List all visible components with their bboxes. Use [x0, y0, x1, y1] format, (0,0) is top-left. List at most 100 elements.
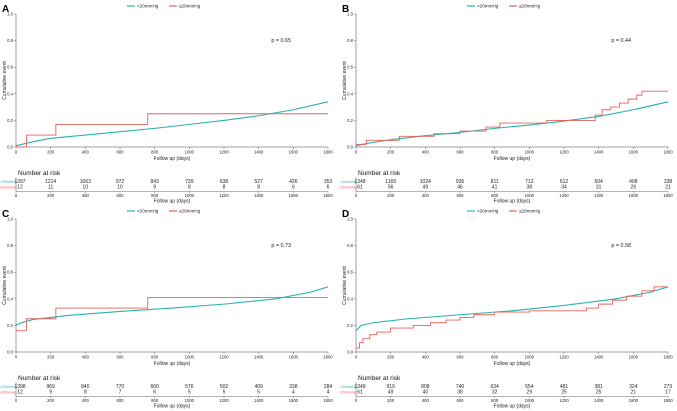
risk-value-low: 740 [456, 384, 465, 390]
risk-value-low: 1063 [80, 179, 91, 185]
x-tick-label: 400 [422, 355, 430, 360]
series-line-low [15, 101, 329, 147]
risk-value-high: 4 [292, 390, 295, 396]
risk-table-title: Number at risk [18, 170, 61, 177]
y-tick-label: 0.8 [347, 243, 353, 248]
risk-value-high: 21 [631, 390, 637, 396]
risk-x-tick-label: 600 [457, 398, 465, 403]
risk-value-low: 972 [116, 179, 125, 185]
legend-label-low: <20mmHg [477, 209, 499, 214]
x-axis-title: Follow up (days) [494, 156, 531, 162]
risk-x-tick-label: 200 [47, 398, 55, 403]
x-tick-label: 1400 [594, 355, 604, 360]
panel-label: A [2, 4, 9, 15]
risk-value-low: 502 [220, 384, 229, 390]
risk-value-high: 12 [17, 390, 23, 396]
risk-row-label-high: ≥20mmHg [0, 186, 17, 190]
y-tick-label: 0.4 [347, 91, 353, 96]
panel-b: B <20mmHg ≥20mmHg 0.0 0.2 0.4 0.6 0.8 1.0 0 200 400… [340, 4, 673, 205]
risk-value-high: 12 [17, 185, 23, 191]
y-tick-label: 0.6 [347, 270, 353, 275]
series-line-low [15, 286, 329, 326]
risk-x-axis-title: Follow up (days) [154, 199, 191, 205]
x-tick-label: 400 [82, 150, 90, 155]
risk-value-low: 1397 [14, 179, 25, 185]
x-tick-label: 600 [457, 355, 465, 360]
risk-x-tick-label: 1400 [254, 398, 264, 403]
risk-value-low: 634 [490, 384, 499, 390]
risk-value-high: 4 [327, 390, 330, 396]
y-tick-label: 0.4 [347, 296, 353, 301]
y-axis-title: Cumulative event [342, 266, 348, 305]
y-tick-label: 0.8 [7, 38, 13, 43]
x-tick-label: 200 [387, 355, 395, 360]
risk-value-high: 9 [49, 390, 52, 396]
x-tick-label: 1000 [185, 355, 195, 360]
series-line-low [355, 101, 669, 147]
x-tick-label: 1600 [289, 150, 299, 155]
risk-value-low: 969 [46, 384, 55, 390]
x-tick-label: 0 [15, 150, 18, 155]
risk-x-tick-label: 1400 [594, 193, 604, 198]
series-line-low [355, 286, 669, 332]
x-tick-label: 1800 [663, 355, 673, 360]
p-value: p = 0.65 [271, 38, 291, 44]
y-axis-title: Cumulative event [2, 61, 8, 100]
panel-label: B [342, 4, 349, 15]
risk-x-tick-label: 600 [117, 193, 125, 198]
x-tick-label: 800 [491, 150, 499, 155]
x-tick-label: 600 [117, 355, 125, 360]
x-tick-label: 600 [117, 150, 125, 155]
risk-row-label-low: <20mmHg [0, 385, 17, 389]
risk-value-high: 9 [153, 185, 156, 191]
p-value: p = 0.73 [271, 243, 291, 249]
risk-value-high: 61 [357, 185, 363, 191]
risk-row-label-low: <20mmHg [340, 180, 357, 184]
risk-x-tick-label: 1200 [559, 193, 569, 198]
x-tick-label: 1200 [219, 355, 229, 360]
y-tick-label: 0.6 [7, 270, 13, 275]
risk-x-axis-title: Follow up (days) [154, 404, 191, 410]
risk-value-low: 1169 [385, 179, 396, 185]
risk-x-tick-label: 1600 [289, 193, 299, 198]
risk-x-tick-label: 1800 [663, 398, 673, 403]
risk-value-low: 919 [386, 384, 395, 390]
risk-x-tick-label: 400 [82, 193, 90, 198]
risk-value-high: 38 [457, 390, 463, 396]
x-tick-label: 200 [47, 355, 55, 360]
legend-label-high: ≥20mmHg [519, 4, 541, 9]
risk-value-low: 338 [289, 384, 298, 390]
y-tick-label: 0.2 [347, 118, 353, 123]
risk-value-low: 1024 [420, 179, 431, 185]
risk-value-high: 5 [257, 390, 260, 396]
series-line-high [16, 113, 328, 148]
risk-value-high: 41 [492, 185, 498, 191]
risk-value-high: 32 [492, 390, 498, 396]
x-tick-label: 1600 [629, 355, 639, 360]
risk-x-tick-label: 0 [355, 398, 358, 403]
risk-value-high: 56 [388, 185, 394, 191]
risk-x-tick-label: 800 [491, 398, 499, 403]
risk-value-low: 811 [491, 179, 499, 185]
x-axis-title: Follow up (days) [154, 156, 191, 162]
risk-x-tick-label: 600 [457, 193, 465, 198]
risk-value-low: 284 [324, 384, 333, 390]
panel-label: D [342, 209, 349, 220]
risk-value-high: 17 [665, 390, 671, 396]
legend-label-high: ≥20mmHg [519, 209, 541, 214]
risk-value-low: 843 [150, 179, 159, 185]
x-axis-title: Follow up (days) [154, 361, 191, 367]
y-tick-label: 1.0 [347, 12, 353, 17]
risk-x-tick-label: 0 [15, 398, 18, 403]
x-tick-label: 1800 [323, 150, 333, 155]
y-tick-label: 0.0 [347, 145, 353, 150]
x-axis-title: Follow up (days) [494, 361, 531, 367]
x-tick-label: 1200 [559, 355, 569, 360]
series-line-high [356, 90, 668, 145]
risk-value-low: 409 [254, 384, 263, 390]
risk-value-low: 504 [594, 179, 603, 185]
risk-value-high: 46 [457, 185, 463, 191]
risk-value-low: 770 [116, 384, 125, 390]
